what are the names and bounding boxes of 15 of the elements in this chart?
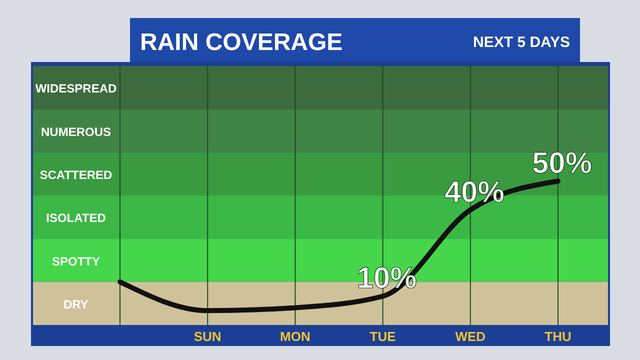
chart-subtitle: NEXT 5 DAYS — [473, 34, 570, 51]
band-label: WIDESPREAD — [35, 82, 117, 96]
x-tick-label: MON — [280, 329, 310, 344]
x-tick-label: THU — [544, 329, 572, 344]
band-label: SPOTTY — [52, 254, 100, 268]
chart-title: RAIN COVERAGE — [140, 29, 343, 56]
band-label: SCATTERED — [40, 168, 113, 182]
band-label: DRY — [64, 297, 88, 312]
x-tick-label: WED — [455, 329, 486, 344]
x-tick-label: TUE — [370, 329, 396, 344]
band-label: NUMEROUS — [40, 124, 112, 139]
x-tick-label: SUN — [194, 329, 222, 344]
data-label: 50% — [532, 147, 592, 180]
band-label: ISOLATED — [46, 211, 106, 226]
data-label: 40% — [444, 176, 504, 209]
